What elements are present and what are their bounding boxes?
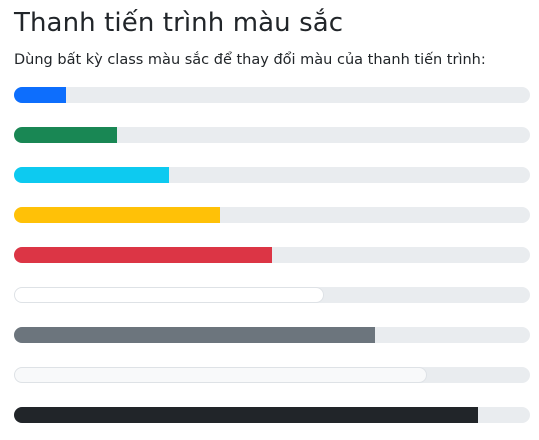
progress-bar-primary [14,87,66,103]
progress-bar-danger [14,247,272,263]
progress-track-info [14,167,530,183]
progress-track-primary [14,87,530,103]
progress-bar-warning [14,207,221,223]
progress-bar-secondary [14,327,376,343]
progress-track-success [14,127,530,143]
progress-track-warning [14,207,530,223]
progress-track-danger [14,247,530,263]
progress-bar-light [14,367,427,383]
progress-track-secondary [14,327,530,343]
page-description: Dùng bất kỳ class màu sắc để thay đổi mà… [14,52,486,68]
progress-track-white [14,287,530,303]
progress-track-dark [14,407,530,423]
page-title: Thanh tiến trình màu sắc [14,8,344,38]
progress-bar-info [14,167,169,183]
progress-bar-white [14,287,324,303]
progress-bar-dark [14,407,479,423]
progress-bar-success [14,127,118,143]
progress-track-light [14,367,530,383]
